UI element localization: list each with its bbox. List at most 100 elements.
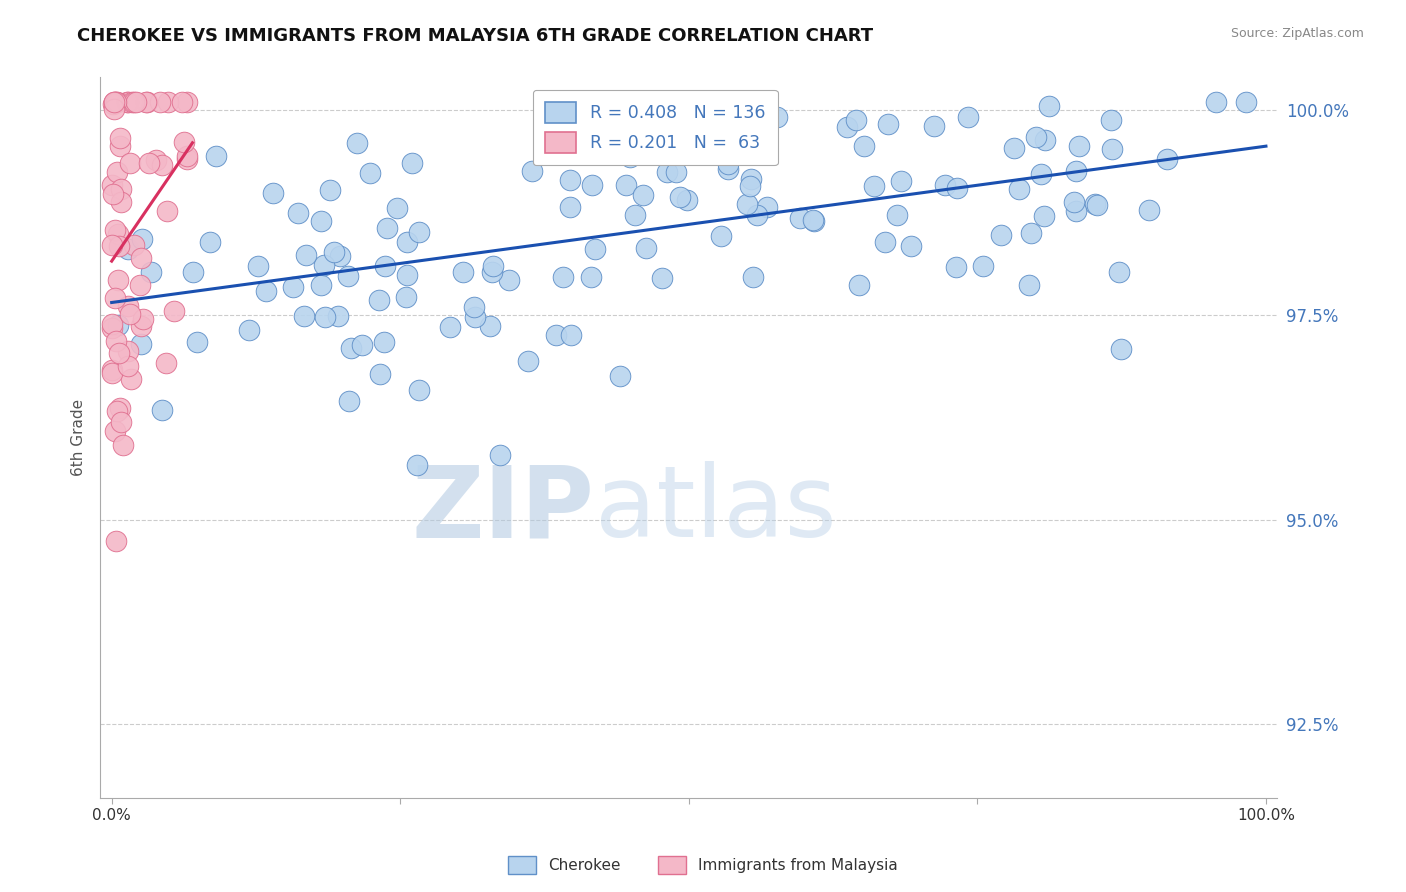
Point: [131, 232, 153, 246]
Point: [117, 95, 139, 109]
Point: [129, 337, 152, 351]
Point: [312, 258, 335, 272]
Point: [675, 193, 697, 207]
Point: [131, 319, 153, 334]
Point: [583, 242, 606, 256]
Point: [558, 173, 581, 187]
Point: [1018, 278, 1040, 293]
Point: [1234, 95, 1257, 109]
Legend: R = 0.408   N = 136, R = 0.201   N =  63: R = 0.408 N = 136, R = 0.201 N = 63: [533, 90, 778, 165]
Point: [717, 157, 740, 171]
Point: [1084, 196, 1107, 211]
Point: [1069, 138, 1091, 153]
Point: [863, 179, 886, 194]
Text: Source: ZipAtlas.com: Source: ZipAtlas.com: [1230, 27, 1364, 40]
Point: [745, 208, 768, 222]
Point: [101, 178, 124, 192]
Point: [150, 158, 173, 172]
Point: [149, 95, 172, 109]
Point: [581, 178, 603, 192]
Point: [945, 180, 967, 194]
Point: [751, 95, 773, 109]
Point: [107, 318, 129, 333]
Point: [1101, 142, 1123, 156]
Point: [100, 366, 122, 380]
Point: [396, 268, 419, 282]
Point: [110, 182, 132, 196]
Point: [900, 239, 922, 253]
Point: [136, 95, 159, 109]
Point: [108, 239, 131, 253]
Point: [579, 270, 602, 285]
Point: [117, 299, 139, 313]
Point: [346, 136, 368, 150]
Point: [287, 205, 309, 219]
Point: [150, 403, 173, 417]
Point: [186, 334, 208, 349]
Point: [176, 149, 198, 163]
Point: [1205, 95, 1227, 109]
Point: [120, 372, 142, 386]
Point: [835, 120, 858, 135]
Point: [103, 291, 125, 305]
Point: [309, 277, 332, 292]
Y-axis label: 6th Grade: 6th Grade: [72, 400, 86, 476]
Point: [890, 174, 912, 188]
Point: [135, 95, 157, 109]
Point: [368, 367, 391, 381]
Point: [138, 156, 160, 170]
Point: [281, 279, 304, 293]
Point: [108, 131, 131, 145]
Point: [295, 248, 318, 262]
Point: [616, 178, 638, 192]
Point: [122, 238, 145, 252]
Point: [1064, 163, 1087, 178]
Point: [650, 122, 672, 136]
Point: [104, 222, 127, 236]
Point: [247, 259, 270, 273]
Point: [170, 95, 193, 109]
Point: [482, 259, 505, 273]
Point: [103, 95, 125, 109]
Point: [631, 188, 654, 202]
Point: [368, 293, 391, 307]
Point: [108, 401, 131, 416]
Point: [1099, 113, 1122, 128]
Point: [1025, 130, 1047, 145]
Point: [922, 120, 945, 134]
Point: [710, 229, 733, 244]
Point: [1156, 152, 1178, 166]
Point: [516, 354, 538, 368]
Point: [181, 265, 204, 279]
Point: [990, 227, 1012, 242]
Point: [323, 244, 346, 259]
Point: [619, 150, 641, 164]
Point: [1002, 141, 1025, 155]
Point: [108, 139, 131, 153]
Point: [464, 310, 486, 325]
Point: [1033, 133, 1056, 147]
Legend: Cherokee, Immigrants from Malaysia: Cherokee, Immigrants from Malaysia: [502, 850, 904, 880]
Point: [101, 238, 124, 252]
Point: [107, 227, 129, 242]
Point: [934, 178, 956, 192]
Point: [156, 203, 179, 218]
Point: [104, 334, 127, 348]
Point: [498, 273, 520, 287]
Point: [738, 178, 761, 193]
Point: [117, 243, 139, 257]
Point: [1063, 195, 1085, 210]
Point: [359, 166, 381, 180]
Point: [852, 138, 875, 153]
Point: [176, 152, 198, 166]
Point: [609, 368, 631, 383]
Text: CHEROKEE VS IMMIGRANTS FROM MALAYSIA 6TH GRADE CORRELATION CHART: CHEROKEE VS IMMIGRANTS FROM MALAYSIA 6TH…: [77, 27, 873, 45]
Point: [636, 241, 658, 255]
Point: [717, 162, 740, 177]
Point: [103, 95, 125, 109]
Point: [1038, 99, 1060, 113]
Point: [163, 304, 186, 318]
Point: [1021, 226, 1043, 240]
Point: [104, 533, 127, 548]
Point: [520, 164, 543, 178]
